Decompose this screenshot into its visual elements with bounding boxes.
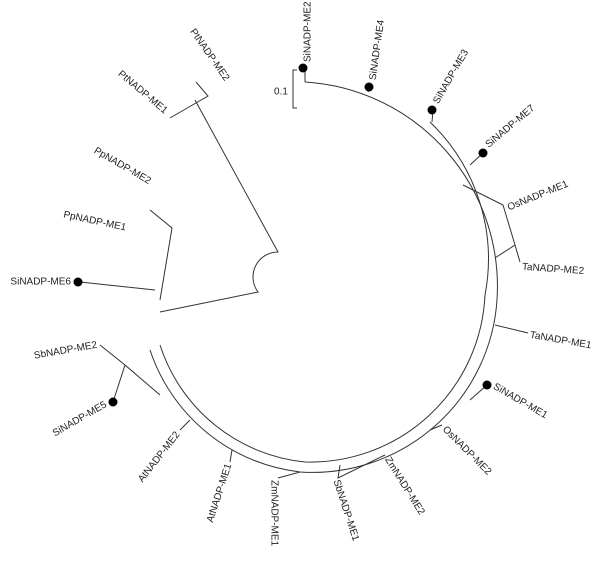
leaf-labels: SiNADP-ME2 SiNADP-ME4 SiNADP-ME3 SiNADP-… [10,1,592,547]
tip [514,244,521,263]
leaf-label: AtNADP-ME1 [205,462,234,524]
markers [73,63,492,407]
marker [298,63,308,73]
leaf-label: TaNADP-ME2 [522,262,585,277]
tip [429,424,443,431]
leaf-label: ZmNADP-ME1 [268,480,279,547]
root-branch [159,99,279,313]
marker [478,148,488,158]
tip [277,471,301,479]
tip [79,281,156,291]
leaf-label: ZmNADP-ME2 [382,455,427,517]
leaf-label: PtNADP-ME2 [187,27,231,84]
marker [364,82,374,92]
marker [73,277,83,287]
scale-bar [292,69,297,109]
leaf-label: AtNADP-ME2 [136,429,183,484]
leaf-label: OsNADP-ME1 [506,179,570,214]
leaf-label: SiNADP-ME5 [51,399,109,439]
inner-arc [159,121,489,463]
pp-clade [149,209,173,301]
leaf-label: OsNADP-ME2 [440,424,494,478]
marker [108,397,118,407]
pt-clade [169,81,209,119]
leaf-label: SiNADP-ME2 [303,1,314,62]
scale-label: 0.1 [274,87,288,98]
leaf-label: PpNADP-ME2 [92,145,153,187]
leaf-label: SbNADP-ME1 [331,478,361,543]
zm-sb-clade [337,454,386,479]
leaf-label: SiNADP-ME1 [491,381,549,421]
leaf-label: PpNADP-ME1 [62,209,127,233]
leaf-label: SiNADP-ME7 [484,103,538,151]
branches [79,69,529,479]
tip [494,324,529,334]
sb-si-clade [99,344,161,403]
os-ta-clade [462,184,516,259]
main-arc [149,81,498,473]
tip [179,419,191,431]
leaf-label: SiNADP-ME4 [368,19,387,81]
marker [482,380,492,390]
leaf-label: SiNADP-ME6 [10,277,71,288]
leaf-label: TaNADP-ME1 [529,330,593,352]
leaf-label: SbNADP-ME2 [33,340,98,362]
tip [229,449,233,463]
marker [427,105,437,115]
leaf-label: PtNADP-ME1 [116,69,170,117]
leaf-label: SiNADP-ME3 [431,47,471,105]
